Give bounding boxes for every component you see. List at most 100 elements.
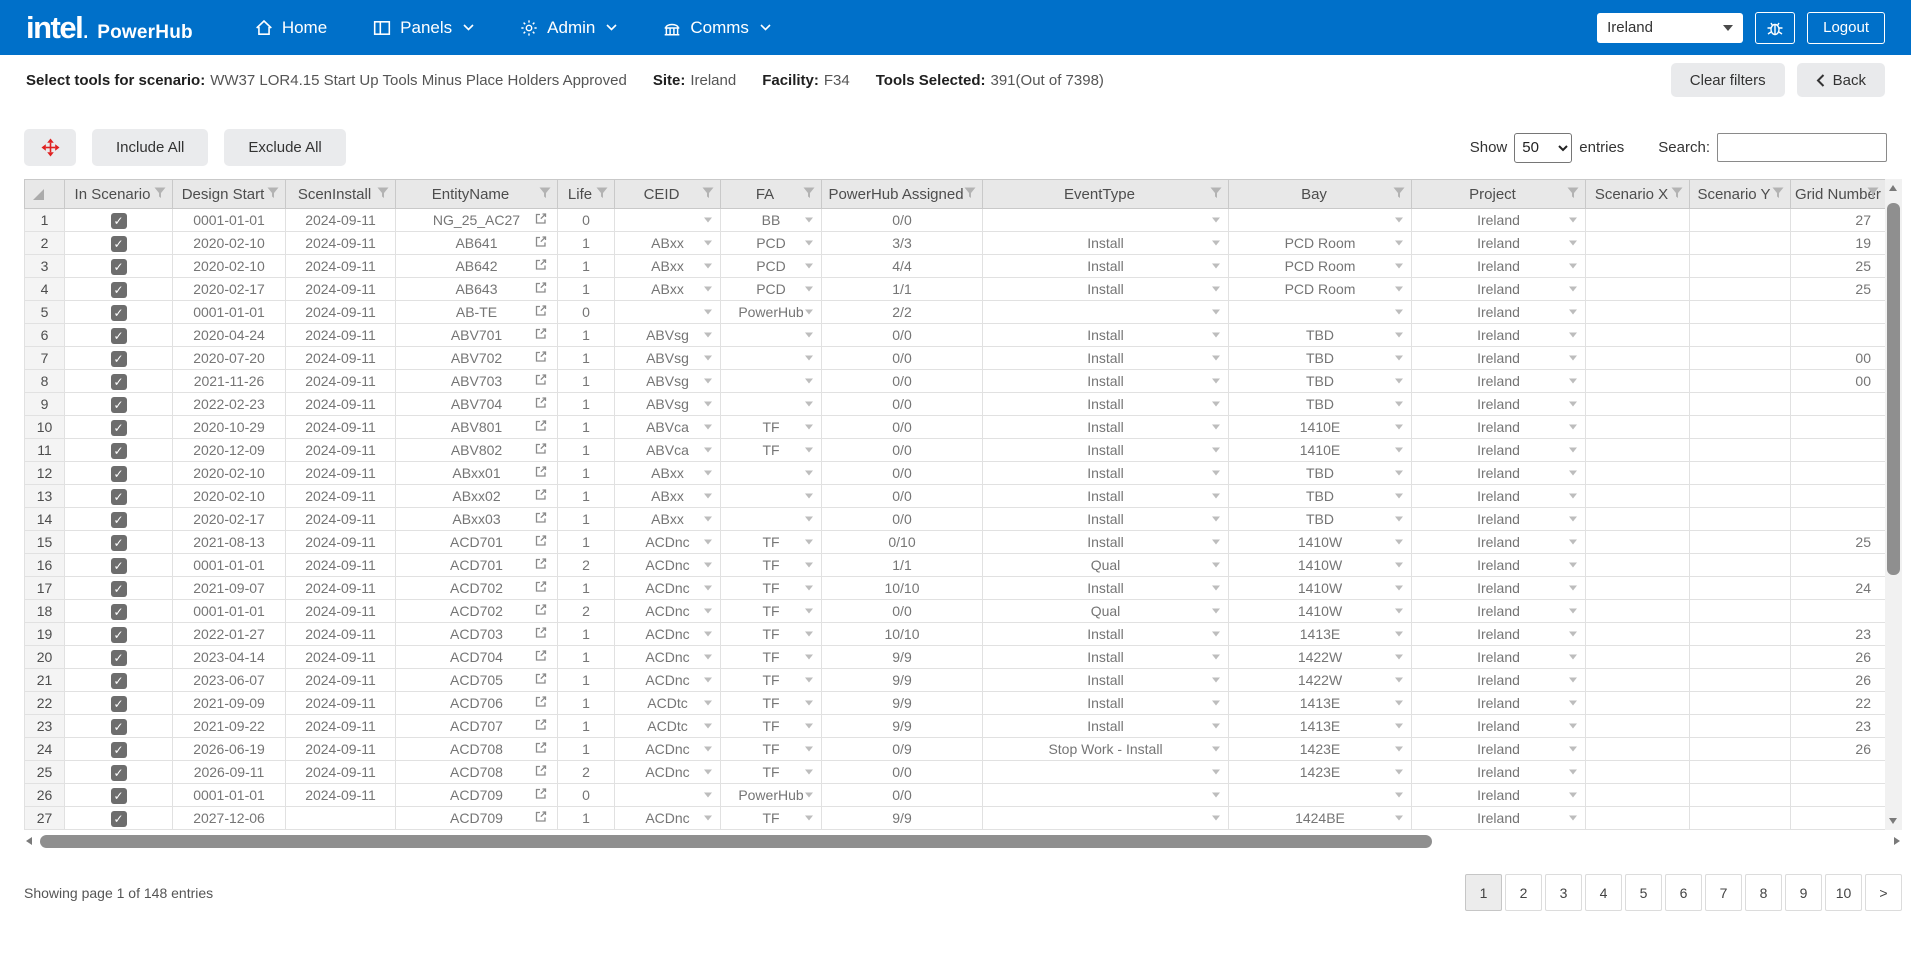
scroll-down-arrow-icon[interactable] bbox=[1889, 818, 1897, 824]
cell-bay[interactable]: 1413E bbox=[1228, 622, 1412, 646]
cell-ceid[interactable]: ACDnc bbox=[614, 599, 721, 623]
page-button-10[interactable]: 10 bbox=[1825, 874, 1862, 911]
cell-bay[interactable]: 1424BE bbox=[1228, 806, 1412, 830]
chevron-down-icon[interactable] bbox=[1569, 217, 1577, 223]
in-scenario-checkbox[interactable]: ✓ bbox=[110, 488, 127, 505]
chevron-down-icon[interactable] bbox=[1569, 769, 1577, 775]
filter-funnel-icon[interactable] bbox=[803, 186, 815, 203]
cell-project[interactable]: Ireland bbox=[1411, 668, 1586, 692]
in-scenario-checkbox[interactable]: ✓ bbox=[110, 580, 127, 597]
chevron-down-icon[interactable] bbox=[805, 424, 813, 430]
cell-project[interactable]: Ireland bbox=[1411, 415, 1586, 439]
chevron-down-icon[interactable] bbox=[805, 493, 813, 499]
bug-button[interactable] bbox=[1755, 11, 1796, 44]
chevron-down-icon[interactable] bbox=[805, 677, 813, 683]
cell-bay[interactable]: TBD bbox=[1228, 369, 1412, 393]
cell-fa[interactable]: PCD bbox=[720, 231, 822, 255]
cell-event_type[interactable]: Install bbox=[982, 392, 1229, 416]
cell-bay[interactable]: PCD Room bbox=[1228, 231, 1412, 255]
cell-event_type[interactable]: Install bbox=[982, 346, 1229, 370]
chevron-down-icon[interactable] bbox=[805, 746, 813, 752]
page-button-6[interactable]: 6 bbox=[1665, 874, 1702, 911]
in-scenario-checkbox[interactable]: ✓ bbox=[110, 235, 127, 252]
chevron-down-icon[interactable] bbox=[805, 700, 813, 706]
in-scenario-checkbox[interactable]: ✓ bbox=[110, 557, 127, 574]
in-scenario-checkbox[interactable]: ✓ bbox=[110, 718, 127, 735]
chevron-down-icon[interactable] bbox=[1569, 378, 1577, 384]
horizontal-scrollbar[interactable] bbox=[24, 835, 1902, 848]
chevron-down-icon[interactable] bbox=[805, 815, 813, 821]
cell-fa[interactable] bbox=[720, 323, 822, 347]
cell-event_type[interactable]: Stop Work - Install bbox=[982, 737, 1229, 761]
chevron-down-icon[interactable] bbox=[1569, 792, 1577, 798]
chevron-down-icon[interactable] bbox=[704, 217, 712, 223]
filter-funnel-icon[interactable] bbox=[154, 186, 166, 203]
cell-event_type[interactable] bbox=[982, 806, 1229, 830]
chevron-down-icon[interactable] bbox=[1212, 240, 1220, 246]
cell-ceid[interactable]: ACDnc bbox=[614, 760, 721, 784]
cell-fa[interactable]: TF bbox=[720, 622, 822, 646]
cell-fa[interactable]: TF bbox=[720, 714, 822, 738]
cell-bay[interactable]: TBD bbox=[1228, 484, 1412, 508]
external-link-icon[interactable] bbox=[534, 442, 548, 459]
exclude-all-button[interactable]: Exclude All bbox=[224, 129, 346, 166]
chevron-down-icon[interactable] bbox=[704, 332, 712, 338]
chevron-down-icon[interactable] bbox=[805, 378, 813, 384]
external-link-icon[interactable] bbox=[534, 304, 548, 321]
cell-fa[interactable] bbox=[720, 484, 822, 508]
chevron-down-icon[interactable] bbox=[1212, 769, 1220, 775]
chevron-down-icon[interactable] bbox=[1569, 815, 1577, 821]
chevron-down-icon[interactable] bbox=[1569, 585, 1577, 591]
cell-event_type[interactable] bbox=[982, 208, 1229, 232]
chevron-down-icon[interactable] bbox=[1212, 539, 1220, 545]
chevron-down-icon[interactable] bbox=[1395, 516, 1403, 522]
cell-event_type[interactable]: Install bbox=[982, 530, 1229, 554]
chevron-down-icon[interactable] bbox=[1212, 493, 1220, 499]
cell-bay[interactable]: 1423E bbox=[1228, 737, 1412, 761]
chevron-down-icon[interactable] bbox=[1395, 585, 1403, 591]
cell-ceid[interactable]: ABxx bbox=[614, 461, 721, 485]
cell-fa[interactable]: PowerHub bbox=[720, 783, 822, 807]
external-link-icon[interactable] bbox=[534, 465, 548, 482]
cell-fa[interactable] bbox=[720, 507, 822, 531]
chevron-down-icon[interactable] bbox=[704, 562, 712, 568]
chevron-down-icon[interactable] bbox=[1395, 424, 1403, 430]
chevron-down-icon[interactable] bbox=[1569, 539, 1577, 545]
chevron-down-icon[interactable] bbox=[1212, 447, 1220, 453]
cell-fa[interactable]: TF bbox=[720, 691, 822, 715]
cell-ceid[interactable]: ABVsg bbox=[614, 392, 721, 416]
cell-event_type[interactable]: Install bbox=[982, 369, 1229, 393]
chevron-down-icon[interactable] bbox=[1569, 746, 1577, 752]
cell-project[interactable]: Ireland bbox=[1411, 438, 1586, 462]
chevron-down-icon[interactable] bbox=[1212, 263, 1220, 269]
cell-project[interactable]: Ireland bbox=[1411, 484, 1586, 508]
in-scenario-checkbox[interactable]: ✓ bbox=[110, 672, 127, 689]
vertical-scrollbar[interactable] bbox=[1885, 179, 1902, 830]
cell-ceid[interactable]: ABxx bbox=[614, 507, 721, 531]
chevron-down-icon[interactable] bbox=[1212, 746, 1220, 752]
chevron-down-icon[interactable] bbox=[1569, 447, 1577, 453]
cell-fa[interactable] bbox=[720, 346, 822, 370]
external-link-icon[interactable] bbox=[534, 557, 548, 574]
cell-event_type[interactable]: Install bbox=[982, 231, 1229, 255]
cell-project[interactable]: Ireland bbox=[1411, 323, 1586, 347]
cell-ceid[interactable]: ACDtc bbox=[614, 691, 721, 715]
chevron-down-icon[interactable] bbox=[805, 723, 813, 729]
chevron-down-icon[interactable] bbox=[805, 516, 813, 522]
chevron-down-icon[interactable] bbox=[805, 608, 813, 614]
chevron-down-icon[interactable] bbox=[1212, 378, 1220, 384]
column-header-project[interactable]: Project bbox=[1411, 179, 1586, 209]
external-link-icon[interactable] bbox=[534, 649, 548, 666]
external-link-icon[interactable] bbox=[534, 488, 548, 505]
cell-ceid[interactable]: ABxx bbox=[614, 277, 721, 301]
chevron-down-icon[interactable] bbox=[1569, 516, 1577, 522]
cell-ceid[interactable]: ACDnc bbox=[614, 806, 721, 830]
cell-bay[interactable] bbox=[1228, 300, 1412, 324]
cell-fa[interactable]: BB bbox=[720, 208, 822, 232]
scroll-left-arrow-icon[interactable] bbox=[26, 837, 32, 845]
cell-fa[interactable]: PCD bbox=[720, 277, 822, 301]
chevron-down-icon[interactable] bbox=[805, 792, 813, 798]
external-link-icon[interactable] bbox=[534, 580, 548, 597]
chevron-down-icon[interactable] bbox=[805, 355, 813, 361]
chevron-down-icon[interactable] bbox=[805, 470, 813, 476]
